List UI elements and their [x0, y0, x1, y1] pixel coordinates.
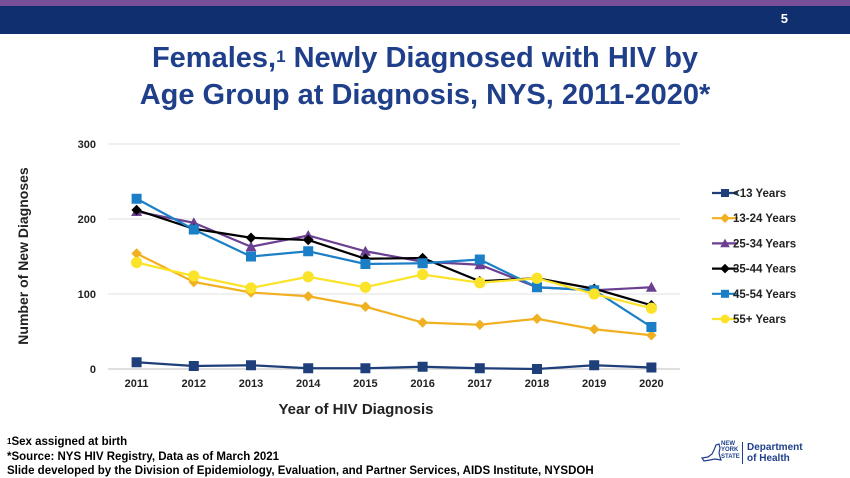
data-point-55-years [359, 281, 371, 293]
data-point-13-24-years [417, 317, 428, 328]
ny-state-outline-icon [700, 443, 722, 462]
footnotes: 1Sex assigned at birth *Source: NYS HIV … [7, 435, 594, 478]
legend-marker [720, 314, 730, 324]
slide-number: 5 [780, 11, 788, 26]
x-tick-label: 2013 [239, 378, 263, 390]
series-line-45-54-years [136, 197, 652, 328]
logo-divider [742, 442, 743, 464]
data-point-55-years [474, 277, 486, 289]
data-point-45-54-years [532, 282, 542, 293]
legend-marker [721, 189, 729, 197]
x-tick-label: 2012 [182, 378, 206, 390]
data-point-13-years [589, 360, 600, 371]
data-point-45-54-years [360, 259, 371, 269]
header-bar: 5 [0, 6, 850, 34]
data-point-13-24-years [303, 291, 314, 302]
legend-marker [721, 289, 729, 298]
data-point-55-years [245, 282, 257, 294]
y-tick-label: 300 [78, 139, 96, 151]
data-point-45-54-years [131, 193, 142, 204]
data-point-13-years [417, 361, 428, 372]
x-tick-label: 2016 [410, 378, 434, 390]
data-point-13-years [246, 360, 256, 371]
data-point-45-54-years [246, 251, 256, 262]
legend-label: 13-24 Years [733, 213, 796, 225]
legend-label: 55+ Years [733, 314, 786, 326]
y-tick-label: 100 [78, 289, 96, 301]
data-point-13-24-years [360, 301, 371, 312]
series-line-55-years [136, 261, 652, 310]
data-point-45-54-years [474, 254, 485, 265]
x-tick-label: 2019 [582, 378, 606, 390]
data-point-13-24-years [589, 324, 600, 335]
y-tick-label: 0 [90, 364, 96, 376]
footnote-1: 1Sex assigned at birth [7, 436, 128, 448]
data-point-55-years [131, 256, 143, 269]
department-wordmark: Department of Health [747, 442, 803, 464]
x-axis-label: Year of HIV Diagnosis [278, 401, 434, 418]
data-point-45-54-years [303, 246, 314, 257]
data-point-55-years [302, 271, 314, 283]
x-tick-label: 2011 [125, 378, 149, 390]
data-point-55-years [188, 270, 200, 282]
data-point-13-24-years [646, 330, 657, 341]
data-point-35-44-years [245, 232, 257, 243]
footnote-credit: Slide developed by the Division of Epide… [7, 465, 594, 477]
legend-label: 25-34 Years [733, 238, 796, 250]
top-accent-band [0, 0, 850, 6]
data-point-35-44-years [131, 204, 142, 216]
series-line-13-years [136, 361, 652, 371]
data-point-55-years [645, 302, 658, 314]
series-line-35-44-years [136, 208, 652, 307]
x-tick-label: 2017 [468, 378, 492, 390]
data-point-45-54-years [188, 224, 199, 235]
data-point-45-54-years [646, 322, 657, 332]
data-point-13-24-years [131, 248, 142, 259]
data-point-55-years [417, 268, 429, 281]
data-point-45-54-years [417, 258, 428, 269]
data-point-25-34-years [359, 245, 371, 256]
data-point-55-years [588, 288, 600, 300]
legend-label: 45-54 Years [733, 289, 796, 301]
title-footnote-marker: 1 [276, 47, 286, 66]
data-point-13-years [474, 363, 485, 374]
data-point-13-years [303, 363, 314, 374]
data-point-13-years [360, 363, 371, 374]
title-line-2: Age Group at Diagnosis, NYS, 2011-2020* [139, 79, 711, 111]
legend-marker [720, 263, 730, 274]
data-point-13-years [131, 357, 142, 368]
nys-doh-logo: NEW YORK STATE Department of Health [700, 440, 810, 470]
x-tick-label: 2014 [296, 378, 321, 390]
x-tick-label: 2018 [525, 378, 549, 390]
series-line-13-24-years [136, 252, 652, 337]
ny-state-wordmark: NEW YORK STATE [721, 441, 740, 460]
legend-marker [720, 238, 730, 248]
data-point-13-24-years [531, 313, 543, 324]
data-point-25-34-years [245, 241, 257, 252]
line-chart: 0 100 200 300 2011 2012 2013 2014 2015 2016 2017 20… [78, 139, 796, 390]
data-point-35-44-years [303, 234, 314, 246]
data-point-13-years [188, 361, 199, 371]
x-tick-label: 2020 [639, 378, 663, 390]
legend-marker [720, 213, 730, 223]
y-tick-label: 200 [78, 214, 96, 226]
data-point-55-years [531, 272, 543, 284]
data-point-13-years [532, 364, 542, 374]
footnote-source: *Source: NYS HIV Registry, Data as of Ma… [7, 450, 280, 463]
slide-title: Females,1 Newly Diagnosed with HIV by Ag… [0, 40, 850, 114]
data-point-13-24-years [474, 319, 485, 330]
legend-label: 35-44 Years [733, 264, 796, 276]
series-line-25-34-years [136, 210, 652, 292]
title-line-1: Females,1 Newly Diagnosed with HIV by [151, 42, 699, 74]
x-tick-label: 2015 [353, 378, 377, 390]
legend-label: <13 Years [733, 188, 786, 200]
data-point-25-34-years [645, 281, 657, 292]
data-point-13-years [646, 362, 657, 373]
